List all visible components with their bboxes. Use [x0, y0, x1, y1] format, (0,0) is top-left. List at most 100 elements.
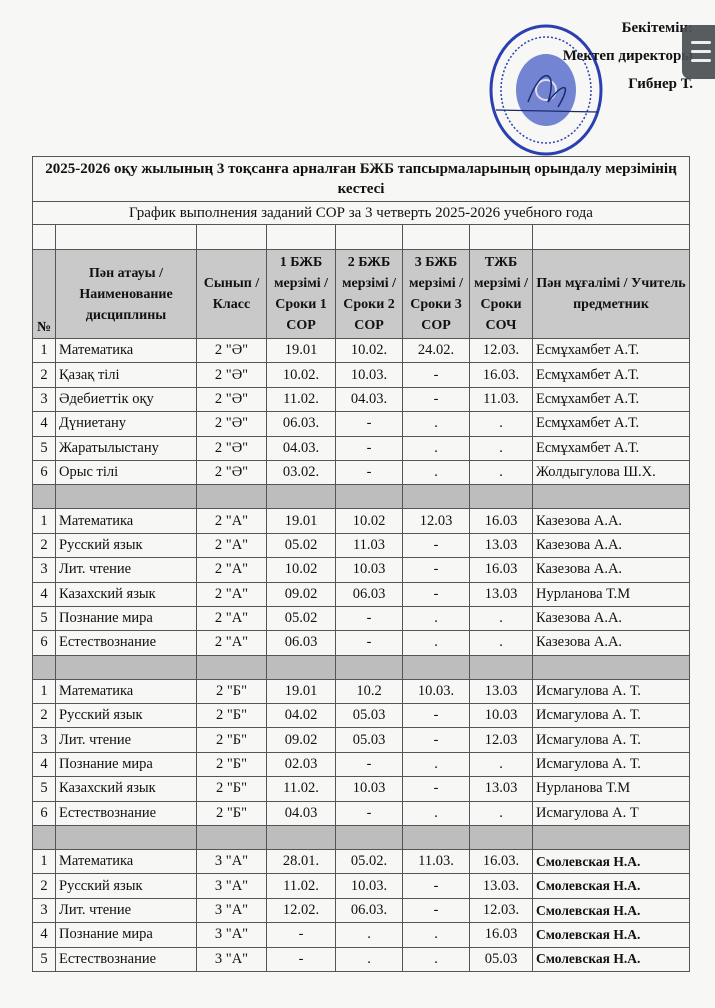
table-row: 4 Дүниетану 2 "Ә" 06.03. -.. Есмұхамбет А.Т. [32, 411, 690, 437]
row-number: 4 [32, 751, 56, 778]
soch-date: . [469, 751, 533, 778]
sor1-date: 28.01. [266, 849, 336, 875]
table-row: 3 Лит. чтение 2 "А" 10.02 10.03-16.03 Казезов… [32, 557, 690, 583]
sor3-date: - [402, 362, 470, 388]
table-row: 3 Әдебиеттік оқу 2 "Ә" 11.02. 04.03. -11.03. Е… [32, 386, 690, 413]
separator-cell [32, 825, 56, 851]
class: 2 "Ә" [196, 362, 267, 388]
row-number: 5 [32, 776, 56, 802]
row-number: 6 [32, 459, 56, 486]
subject: Орыс тілі [55, 459, 197, 486]
teacher: Исмагулова А. Т [532, 800, 690, 827]
sor3-date: . [402, 605, 470, 632]
approval-block: Бекітемін: Мектеп директоры Гибнер Т. [563, 14, 693, 98]
teacher: Казезова А.А. [532, 605, 690, 632]
row-number: 1 [32, 849, 56, 875]
class: 2 "Ә" [196, 459, 267, 486]
subject: Қазақ тілі [55, 362, 197, 388]
subject: Математика [55, 678, 197, 705]
teacher: Исмагулова А. Т. [532, 751, 690, 778]
table-row: 5 Естествознание 3 "А" -.. 05.03 Смолевская Н… [32, 946, 690, 972]
sor1-date: 10.02 [266, 557, 336, 583]
table-row: 6 Орыс тілі 2 "Ә" 03.02. -.. Жолдыгулова Ш.Х. [32, 459, 690, 486]
row-number: 2 [32, 873, 56, 899]
class: 3 "А" [196, 849, 267, 875]
table-row: 4 Познание мира 2 "Б" 02.03-.. Исмагулова А.… [32, 751, 690, 778]
sor2-date: 06.03 [335, 581, 403, 607]
class: 2 "А" [196, 532, 267, 559]
sor1-date: 11.02. [266, 873, 336, 899]
subject: Жаратылыстану [55, 435, 197, 461]
soch-date: . [469, 800, 533, 827]
separator-cell [55, 825, 197, 851]
sor1-date: 10.02. [266, 362, 336, 388]
sor3-date: - [402, 557, 470, 583]
menu-button[interactable] [682, 25, 715, 79]
sor2-date: 10.02. [335, 337, 403, 364]
teacher: Исмагулова А. Т. [532, 678, 690, 705]
section-separator [32, 484, 690, 510]
sor1-date: 09.02 [266, 727, 336, 753]
teacher: Нурланова Т.М [532, 776, 690, 802]
separator-cell [469, 825, 533, 851]
teacher: Жолдыгулова Ш.Х. [532, 459, 690, 486]
subject: Познание мира [55, 922, 197, 948]
director-name: Гибнер Т. [628, 76, 693, 92]
sor2-date: - [335, 435, 403, 461]
soch-date: 10.03 [469, 703, 533, 729]
sor3-date: 10.03. [402, 678, 470, 705]
table-row: 2 Русский язык 2 "А" 05.02 11.03-13.03 Казезо… [32, 532, 690, 559]
section-separator [32, 825, 690, 851]
teacher: Есмұхамбет А.Т. [532, 362, 690, 388]
class: 2 "Б" [196, 703, 267, 729]
sor1-date: - [266, 922, 336, 948]
soch-date: 13.03 [469, 532, 533, 559]
sor1-date: 05.02 [266, 605, 336, 632]
table-row: 4 Познание мира 3 "А" -.. 16.03 Смолевская Н.… [32, 922, 690, 948]
hamburger-menu-icon [691, 59, 711, 62]
class: 2 "Б" [196, 751, 267, 778]
header-subject: Пән атауы / Наименование дисциплины [55, 249, 197, 339]
subject: Казахский язык [55, 581, 197, 607]
sor2-date: 10.03 [335, 776, 403, 802]
separator-cell [402, 825, 470, 851]
sor2-date: - [335, 630, 403, 656]
teacher: Смолевская Н.А. [532, 873, 690, 899]
header-teacher: Пән мұғалімі / Учитель предметник [532, 249, 690, 339]
table-row: 5 Познание мира 2 "А" 05.02-.. Казезова А.А. [32, 605, 690, 632]
sor1-date: 05.02 [266, 532, 336, 559]
sor2-date: 10.2 [335, 678, 403, 705]
class: 2 "Б" [196, 800, 267, 827]
soch-date: . [469, 435, 533, 461]
row-number: 2 [32, 362, 56, 388]
separator-cell [532, 825, 690, 851]
sor1-date: 12.02. [266, 897, 336, 924]
subject: Математика [55, 849, 197, 875]
sor2-date: - [335, 751, 403, 778]
teacher: Смолевская Н.А. [532, 897, 690, 924]
separator-cell [335, 825, 403, 851]
sor2-date: 05.03 [335, 703, 403, 729]
separator-cell [469, 654, 533, 680]
soch-date: 12.03 [469, 727, 533, 753]
subject: Казахский язык [55, 776, 197, 802]
sor3-date: . [402, 411, 470, 437]
table-row: 2 Русский язык 3 "А" 11.02. 10.03. -13.03. Смо… [32, 873, 690, 899]
table-row: 5 Жаратылыстану 2 "Ә" 04.03. -.. Есмұхамбет А… [32, 435, 690, 461]
separator-cell [402, 484, 470, 510]
soch-date: 12.03. [469, 337, 533, 364]
soch-date: . [469, 630, 533, 656]
class: 3 "А" [196, 897, 267, 924]
row-number: 5 [32, 605, 56, 632]
teacher: Казезова А.А. [532, 508, 690, 534]
subject: Естествознание [55, 946, 197, 972]
teacher: Исмагулова А. Т. [532, 703, 690, 729]
sor2-date: 11.03 [335, 532, 403, 559]
separator-cell [196, 484, 267, 510]
sor3-date: 24.02. [402, 337, 470, 364]
sor3-date: 11.03. [402, 849, 470, 875]
separator-cell [532, 654, 690, 680]
table-row: 3 Лит. чтение 2 "Б" 09.02 05.03-12.03 Исмагул… [32, 727, 690, 753]
teacher: Нурланова Т.М [532, 581, 690, 607]
approval-label: Бекітемін: [621, 20, 693, 36]
